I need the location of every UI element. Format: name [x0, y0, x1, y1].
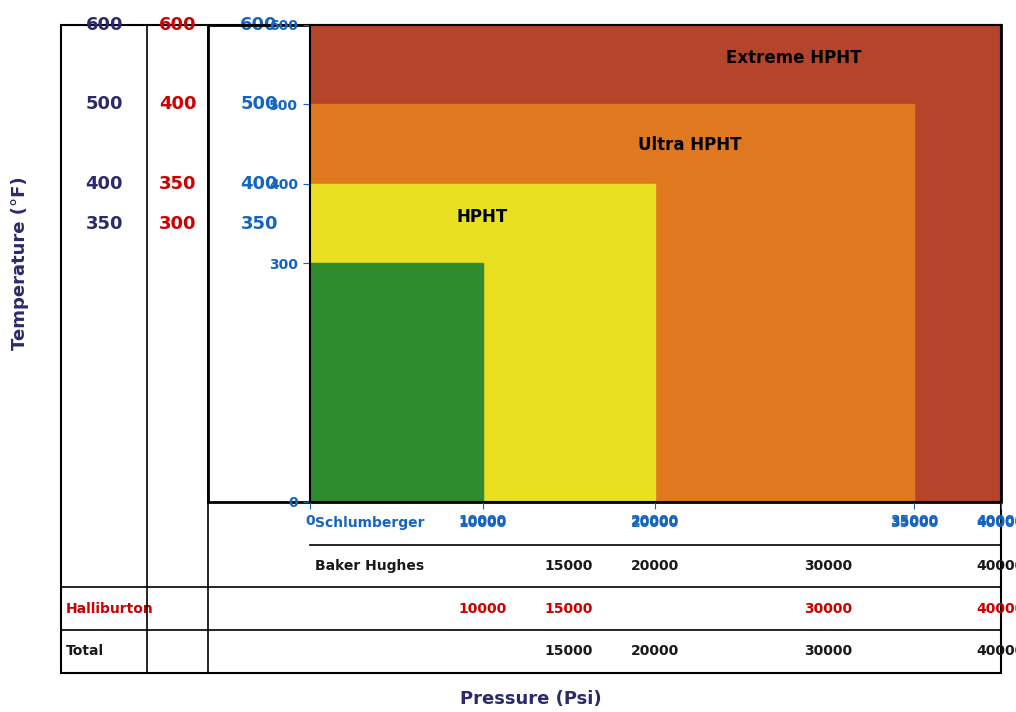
- Bar: [310, 184, 655, 502]
- Text: 10000: 10000: [458, 516, 507, 530]
- Text: 40000: 40000: [976, 516, 1016, 530]
- Text: 600: 600: [241, 16, 277, 34]
- Bar: [208, 25, 1001, 502]
- Text: Ultra HPHT: Ultra HPHT: [638, 136, 742, 155]
- Text: 15000: 15000: [545, 602, 593, 616]
- Text: 40000: 40000: [976, 602, 1016, 616]
- Text: 40000: 40000: [976, 644, 1016, 659]
- Text: 600: 600: [85, 16, 123, 34]
- Bar: [310, 263, 483, 502]
- Text: 600: 600: [160, 16, 196, 34]
- Text: 20000: 20000: [631, 644, 680, 659]
- Text: 400: 400: [160, 95, 196, 113]
- Text: Extreme HPHT: Extreme HPHT: [725, 48, 862, 67]
- Text: 30000: 30000: [804, 644, 852, 659]
- Text: Halliburton: Halliburton: [66, 602, 153, 616]
- Text: 350: 350: [160, 175, 196, 193]
- Text: Schlumberger: Schlumberger: [315, 516, 425, 530]
- Text: 350: 350: [85, 215, 123, 233]
- Text: 500: 500: [241, 95, 277, 113]
- Text: 15000: 15000: [545, 644, 593, 659]
- Text: 500: 500: [85, 95, 123, 113]
- Text: Baker Hughes: Baker Hughes: [315, 559, 424, 573]
- Text: 40000: 40000: [976, 559, 1016, 573]
- Text: 400: 400: [85, 175, 123, 193]
- Text: 350: 350: [241, 215, 277, 233]
- Text: 20000: 20000: [631, 516, 680, 530]
- Text: 400: 400: [241, 175, 277, 193]
- Text: Temperature (°F): Temperature (°F): [11, 177, 29, 350]
- Text: 10000: 10000: [458, 602, 507, 616]
- Text: 30000: 30000: [804, 559, 852, 573]
- Text: 20000: 20000: [631, 559, 680, 573]
- Text: HPHT: HPHT: [457, 208, 508, 226]
- Bar: [310, 105, 914, 502]
- Text: 35000: 35000: [890, 516, 939, 530]
- Text: Pressure (Psi): Pressure (Psi): [460, 690, 601, 708]
- Text: 300: 300: [160, 215, 196, 233]
- Text: 15000: 15000: [545, 559, 593, 573]
- Text: Total: Total: [66, 644, 105, 659]
- Text: 30000: 30000: [804, 602, 852, 616]
